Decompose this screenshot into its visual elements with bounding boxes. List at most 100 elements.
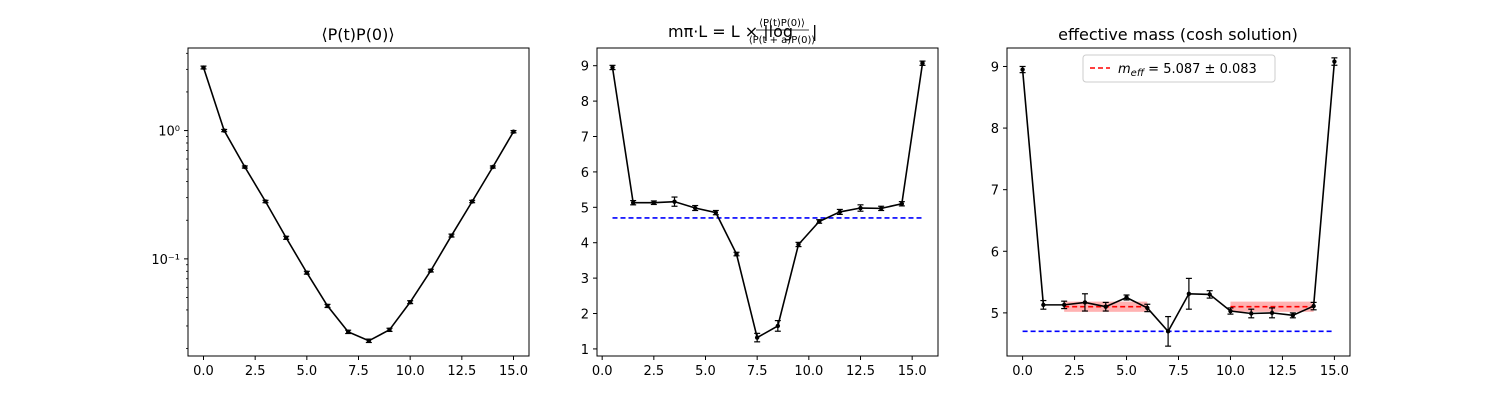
data-point	[1207, 292, 1212, 297]
x-tick-label: 15.0	[898, 364, 927, 379]
x-tick-label: 2.5	[245, 364, 266, 379]
data-point	[692, 205, 698, 211]
legend-box	[1082, 54, 1276, 83]
data-point	[201, 65, 206, 70]
data-point	[713, 210, 719, 215]
data-point	[610, 65, 615, 70]
y-tick-label: 3	[581, 272, 589, 287]
series-line	[202, 67, 515, 342]
data-point	[325, 303, 330, 309]
correlator-panel: ⟨P(t)P(0)⟩ 0.0 2.5 5.0 7.5 10.0 12.5 15.0 10⁰ 10…	[151, 25, 530, 379]
data-point	[449, 233, 454, 238]
log-ratio-panel: mπ·L = L × |log | ⟨P(t)P(0)⟩ ⟨P(t + a)P(…	[581, 18, 939, 379]
y-tick-label: 2	[581, 308, 589, 323]
y-tick-label: 4	[581, 237, 589, 252]
data-point	[1082, 300, 1088, 305]
log-ratio-title-main: mπ·L = L × |log	[668, 22, 793, 41]
x-tick-label: 0.0	[1012, 364, 1033, 379]
data-point	[1124, 295, 1129, 300]
data-point	[651, 200, 657, 205]
log-ratio-title: mπ·L = L × |log	[668, 22, 793, 41]
legend-label-main: m	[1118, 62, 1131, 77]
legend-label: meff = 5.087 ± 0.083	[1118, 62, 1257, 79]
data-point	[1269, 310, 1275, 316]
y-tick-label: 6	[991, 245, 999, 260]
data-point	[734, 251, 739, 257]
x-tick-label: 7.5	[747, 364, 768, 379]
data-point	[920, 61, 925, 66]
data-point	[796, 242, 801, 247]
legend-label-sub: eff	[1131, 68, 1146, 79]
y-tick-label: 10⁰	[158, 125, 180, 140]
y-tick-label: 10⁻¹	[151, 253, 180, 268]
log-ratio-title-denominator: ⟨P(t + a)P(0)⟩	[749, 35, 816, 46]
data-point	[221, 128, 227, 133]
data-point	[816, 219, 822, 224]
data-point	[490, 164, 496, 170]
data-point	[242, 164, 248, 170]
data-point	[1290, 313, 1296, 318]
data-point	[1020, 67, 1025, 72]
data-point	[775, 323, 781, 329]
correlator-title: ⟨P(t)P(0)⟩	[321, 25, 394, 44]
log-ratio-title-close: |	[812, 22, 817, 41]
x-tick-label: 5.0	[1116, 364, 1137, 379]
x-tick-label: 10.0	[1216, 364, 1245, 379]
y-tick-label: 8	[581, 95, 589, 110]
x-tick-label: 5.0	[695, 364, 716, 379]
data-point	[1165, 329, 1171, 334]
effective-mass-panel: effective mass (cosh solution) 0.0 2.5 5.0…	[991, 25, 1351, 379]
legend-label-rest: = 5.087 ± 0.083	[1144, 62, 1257, 77]
data-point	[407, 299, 413, 305]
data-point	[304, 270, 310, 275]
series-line	[1021, 61, 1336, 333]
y-tick-label: 6	[581, 166, 589, 181]
x-tick-label: 0.0	[592, 364, 613, 379]
legend: meff = 5.087 ± 0.083	[1082, 54, 1276, 83]
y-tick-label: 7	[991, 184, 999, 199]
x-tick-label: 0.0	[193, 364, 214, 379]
y-tick-label: 7	[581, 131, 589, 146]
series-line	[611, 63, 924, 339]
y-tick-label: 9	[991, 60, 999, 75]
x-tick-label: 2.5	[643, 364, 664, 379]
x-tick-label: 15.0	[499, 364, 528, 379]
effective-mass-title: effective mass (cosh solution)	[1058, 25, 1298, 44]
data-point	[1061, 302, 1067, 308]
x-tick-label: 15.0	[1320, 364, 1349, 379]
data-point	[754, 335, 760, 340]
y-tick-label: 9	[581, 60, 589, 75]
data-point	[1145, 305, 1150, 311]
y-tick-label: 1	[581, 343, 589, 358]
data-point	[878, 206, 884, 211]
data-point	[366, 338, 372, 343]
x-tick-label: 7.5	[348, 364, 369, 379]
data-point	[630, 200, 636, 205]
data-point	[837, 209, 843, 215]
data-point	[263, 199, 268, 204]
data-point	[428, 268, 434, 273]
data-point	[899, 201, 905, 206]
data-point	[469, 199, 475, 204]
data-point	[345, 329, 351, 335]
data-point	[1228, 308, 1233, 314]
y-tick-label: 5	[581, 201, 589, 216]
data-point	[1332, 59, 1337, 64]
x-tick-label: 12.5	[447, 364, 476, 379]
x-tick-label: 7.5	[1168, 364, 1189, 379]
x-tick-label: 5.0	[296, 364, 317, 379]
x-tick-label: 10.0	[396, 364, 425, 379]
x-tick-label: 2.5	[1064, 364, 1085, 379]
data-point	[387, 327, 392, 333]
y-tick-label: 8	[991, 122, 999, 137]
data-point	[1249, 311, 1254, 316]
x-tick-label: 10.0	[794, 364, 823, 379]
x-tick-label: 12.5	[1268, 364, 1297, 379]
data-point	[1186, 291, 1192, 296]
data-point	[283, 235, 289, 240]
x-tick-label: 12.5	[846, 364, 875, 379]
data-point	[1041, 302, 1046, 308]
data-point	[511, 129, 516, 134]
axes-frame	[596, 47, 939, 357]
